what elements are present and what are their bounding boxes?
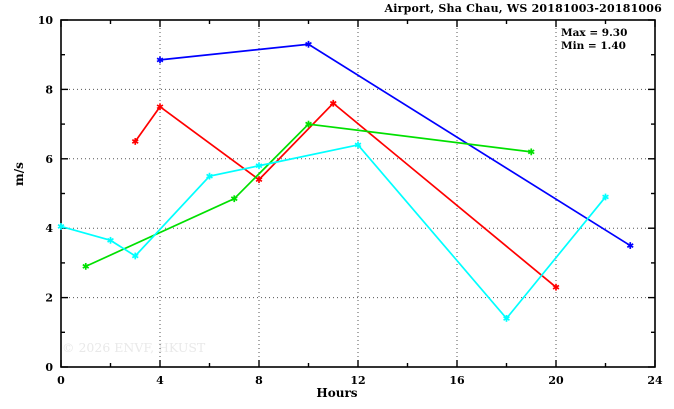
series-line-day-3-green	[85, 123, 532, 268]
y-tick-label: 2	[45, 292, 53, 305]
series-marker-day-4-cyan	[206, 172, 213, 180]
x-axis-label: Hours	[316, 386, 358, 400]
x-tick-label: 0	[57, 374, 65, 387]
x-tick-label: 16	[449, 374, 465, 387]
series-marker-day-3-green	[305, 120, 312, 128]
series-marker-day-4-cyan	[57, 223, 65, 230]
series-marker-day-4-cyan	[255, 162, 263, 170]
chart-title: Airport, Sha Chau, WS 20181003-20181006	[384, 2, 662, 15]
y-tick-label: 8	[45, 83, 53, 96]
x-tick-label: 24	[647, 374, 663, 387]
y-tick-label: 10	[38, 14, 54, 27]
series-line-day-4-cyan	[60, 143, 607, 320]
x-tick-label: 12	[350, 374, 365, 387]
stats-annotation: Max = 9.30 Min = 1.40	[561, 27, 627, 53]
x-tick-label: 20	[548, 374, 564, 387]
series-marker-day-4-cyan	[602, 193, 609, 201]
series-marker-day-3-green	[230, 195, 238, 203]
y-tick-label: 6	[45, 153, 53, 166]
series-marker-day-3-green	[82, 262, 90, 270]
series-marker-day-2-red	[156, 103, 164, 111]
y-tick-label: 4	[45, 222, 53, 235]
series-marker-day-4-cyan	[107, 236, 114, 244]
series-marker-day-2-red	[131, 138, 139, 145]
series-marker-day-2-red	[552, 283, 560, 291]
series-marker-day-4-cyan	[354, 141, 362, 149]
series-marker-day-1-blue	[626, 242, 634, 249]
series-marker-day-4-cyan	[131, 252, 139, 260]
series-marker-day-4-cyan	[503, 315, 510, 322]
series-line-day-2-red	[134, 102, 557, 288]
series-marker-day-2-red	[329, 99, 337, 107]
copyright-watermark: © 2026 ENVF, HKUST	[62, 340, 206, 355]
series-marker-day-3-green	[527, 148, 535, 156]
y-tick-label: 0	[45, 361, 53, 374]
min-value-label: Min = 1.40	[561, 40, 626, 52]
max-value-label: Max = 9.30	[561, 27, 628, 39]
x-tick-label: 4	[156, 374, 164, 387]
series-line-day-1-blue	[159, 43, 631, 247]
series-marker-day-1-blue	[305, 40, 312, 48]
series-marker-day-1-blue	[156, 56, 164, 64]
series-marker-day-2-red	[255, 176, 263, 184]
x-tick-label: 8	[255, 374, 263, 387]
